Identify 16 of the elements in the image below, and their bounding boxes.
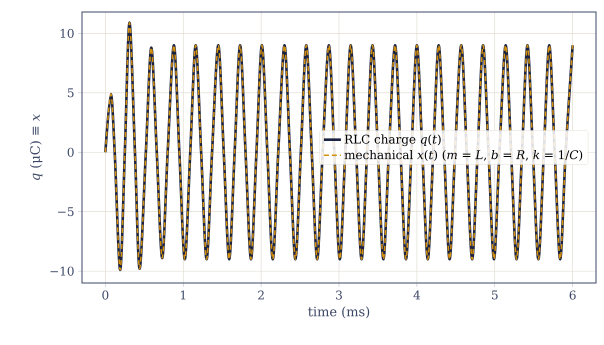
x-tick-label: 2	[258, 290, 264, 300]
y-tick-label: −5	[58, 207, 74, 216]
x-axis-title: time (ms)	[308, 306, 370, 318]
x-tick-label: 1	[180, 290, 186, 300]
x-tick-label: 4	[413, 290, 420, 300]
x-tick-label: 0	[102, 290, 108, 300]
y-axis-title: q (μC) ≡ x	[30, 114, 42, 180]
y-tick-label: 5	[68, 88, 74, 98]
x-tick-label: 3	[336, 290, 342, 300]
x-tick-label: 6	[570, 290, 576, 300]
y-tick-label: 0	[68, 148, 74, 157]
text: mechanical x(t) (m = L, b = R, k = 1/C)	[344, 150, 582, 161]
x-tick-label: 5	[492, 290, 498, 300]
y-tick-label: −10	[50, 266, 74, 276]
legend-label: RLC charge q(t)	[344, 134, 441, 146]
y-tick-label: 10	[60, 28, 74, 38]
